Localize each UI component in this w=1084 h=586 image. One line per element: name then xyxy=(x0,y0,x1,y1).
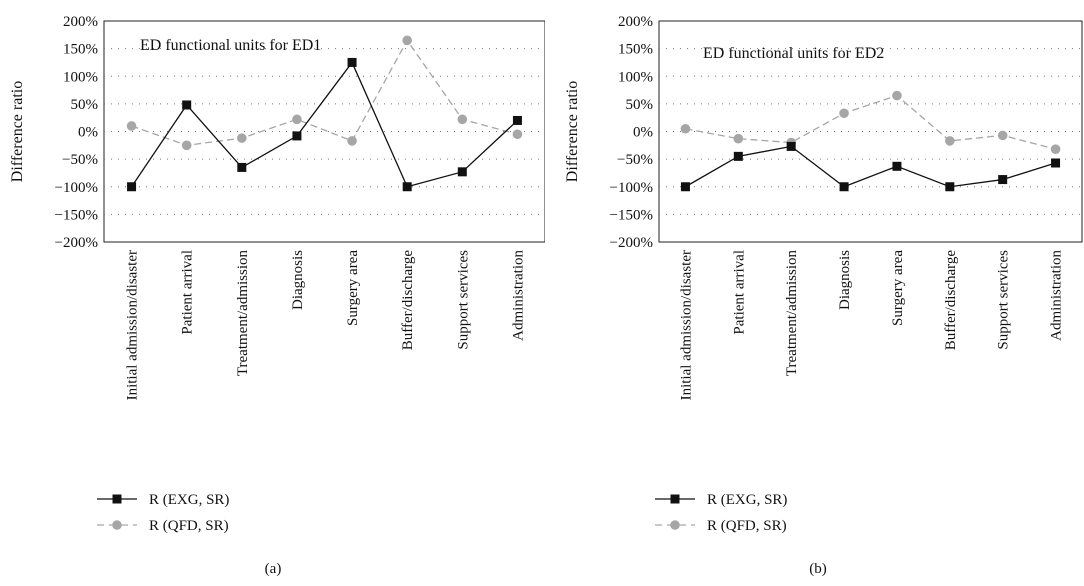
data-point xyxy=(457,167,467,177)
data-point xyxy=(945,182,955,192)
series-line xyxy=(685,94,1056,150)
legend-label: R (EXG, SR) xyxy=(149,492,229,508)
x-category-label: Initial admission/disaster xyxy=(678,250,694,400)
data-point xyxy=(512,115,522,125)
data-point xyxy=(945,136,955,146)
x-category-label: Patient arrival xyxy=(180,250,196,335)
y-tick-label: 200% xyxy=(63,14,98,30)
chart-panel-a: 200% 150% 100% 50% 0% −50% −100% −150% −200% Diff… xyxy=(9,14,545,577)
y-tick-label: 150% xyxy=(618,42,653,58)
y-tick-label: 0% xyxy=(633,125,653,141)
data-point xyxy=(292,131,302,141)
chart-b-svg: 200% 150% 100% 50% 0% −50% −100% −150% −200% Diff… xyxy=(564,14,1083,577)
data-point xyxy=(786,141,796,151)
x-category-label: Administration xyxy=(510,250,526,341)
y-tick-label: 50% xyxy=(626,97,654,113)
data-point xyxy=(402,182,412,192)
legend-label: R (QFD, SR) xyxy=(149,518,229,534)
y-tick-label: −150% xyxy=(610,207,653,223)
data-point xyxy=(839,182,849,192)
data-point xyxy=(347,136,357,146)
x-category-label: Patient arrival xyxy=(731,250,747,335)
data-point xyxy=(839,108,849,119)
y-tick-label: −200% xyxy=(55,235,98,251)
y-tick-label: −150% xyxy=(55,207,98,223)
x-category-label: Diagnosis xyxy=(837,250,853,310)
y-tick-label: −100% xyxy=(55,180,98,196)
data-point xyxy=(402,35,412,46)
x-category-label: Diagnosis xyxy=(290,250,306,310)
x-category-label: Administration xyxy=(1049,250,1065,341)
x-category-label: Treatment/admission xyxy=(784,250,800,377)
data-point xyxy=(1050,144,1061,154)
y-tick-label: 150% xyxy=(63,42,98,58)
chart-annotation: ED functional units for ED2 xyxy=(703,45,884,62)
series-line xyxy=(131,61,518,188)
y-tick-label: −100% xyxy=(610,180,653,196)
data-point xyxy=(733,151,743,161)
legend-label: R (EXG, SR) xyxy=(707,492,787,508)
x-category-label: Buffer/discharge xyxy=(943,250,959,351)
data-point xyxy=(1051,158,1061,168)
data-point xyxy=(998,175,1008,185)
series-line xyxy=(685,145,1056,188)
series-line xyxy=(131,39,518,146)
x-category-label: Surgery area xyxy=(345,250,361,326)
chart-annotation: ED functional units for ED1 xyxy=(140,37,321,54)
chart-a-svg: 200% 150% 100% 50% 0% −50% −100% −150% −200% Diff… xyxy=(9,14,545,577)
y-tick-label: 0% xyxy=(78,125,98,141)
y-tick-label: −50% xyxy=(617,152,653,168)
data-point xyxy=(126,121,137,131)
y-tick-label: 100% xyxy=(63,69,98,85)
panel-caption: (b) xyxy=(809,561,827,577)
y-tick-label: 50% xyxy=(71,97,99,113)
data-point xyxy=(237,133,247,143)
data-point xyxy=(181,140,192,151)
panel-caption: (a) xyxy=(265,561,282,577)
legend-marker xyxy=(670,520,680,530)
data-point xyxy=(733,133,744,144)
data-point xyxy=(127,182,137,192)
y-tick-label: 200% xyxy=(618,14,653,30)
data-point xyxy=(680,123,691,134)
data-point xyxy=(347,57,357,67)
data-point xyxy=(680,182,690,192)
data-point xyxy=(997,130,1008,141)
data-point xyxy=(892,161,902,171)
legend-marker xyxy=(112,520,122,530)
data-point xyxy=(182,100,192,110)
legend-label: R (QFD, SR) xyxy=(707,518,787,534)
legend-marker xyxy=(670,494,680,504)
data-point xyxy=(457,114,468,125)
x-category-label: Support services xyxy=(996,250,1012,350)
data-point xyxy=(512,129,523,140)
x-category-label: Initial admission/disaster xyxy=(125,250,141,400)
data-point xyxy=(892,90,902,101)
x-category-label: Buffer/discharge xyxy=(400,250,416,351)
y-tick-label: 100% xyxy=(618,69,653,85)
x-category-label: Treatment/admission xyxy=(235,250,251,377)
y-tick-label: −200% xyxy=(610,235,653,251)
y-tick-label: −50% xyxy=(62,152,98,168)
plot-frame xyxy=(103,20,545,243)
x-category-label: Support services xyxy=(455,250,471,350)
legend-marker xyxy=(112,494,122,504)
data-point xyxy=(292,114,302,125)
chart-panel-b: 200% 150% 100% 50% 0% −50% −100% −150% −200% Diff… xyxy=(555,0,1084,586)
data-point xyxy=(237,162,247,172)
y-axis-label: Difference ratio xyxy=(564,81,581,182)
x-category-label: Surgery area xyxy=(890,250,906,326)
y-axis-label: Difference ratio xyxy=(9,81,26,182)
